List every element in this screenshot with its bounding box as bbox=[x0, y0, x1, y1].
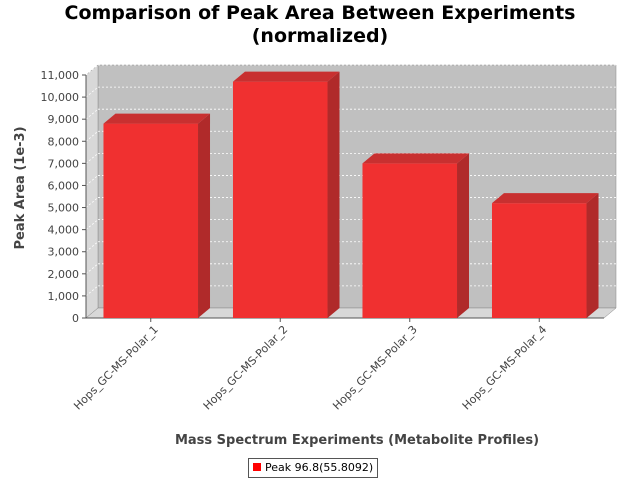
bar-side bbox=[457, 153, 470, 318]
gridline-side bbox=[85, 108, 99, 120]
bar-side bbox=[586, 193, 599, 318]
gridline-side bbox=[85, 86, 99, 98]
bar-top bbox=[103, 113, 211, 124]
y-tick-label: 9,000 bbox=[48, 113, 80, 126]
bar bbox=[362, 153, 470, 318]
bar-top bbox=[491, 193, 599, 204]
y-axis-title: Peak Area (1e-3) bbox=[13, 126, 28, 249]
legend-label: Peak 96.8(55.8092) bbox=[265, 461, 374, 474]
y-tick-label: 3,000 bbox=[48, 246, 80, 259]
y-tick-label: 10,000 bbox=[41, 91, 80, 104]
bar-top bbox=[232, 71, 340, 82]
y-tick-label: 8,000 bbox=[48, 135, 80, 148]
gridline-side bbox=[85, 197, 99, 208]
legend-swatch bbox=[253, 463, 261, 471]
gridline-side bbox=[85, 153, 99, 164]
y-tick-label: 7,000 bbox=[48, 157, 80, 170]
y-tick-label: 4,000 bbox=[48, 224, 80, 237]
x-axis-title: Mass Spectrum Experiments (Metabolite Pr… bbox=[175, 433, 539, 448]
bar-side bbox=[198, 113, 211, 318]
x-tick-label: Hops_GC-MS-Polar_3 bbox=[330, 323, 420, 413]
y-tick-label: 0 bbox=[72, 312, 79, 325]
y-tick-label: 11,000 bbox=[41, 69, 80, 82]
chart-subtitle: (normalized) bbox=[251, 25, 389, 47]
bar-front bbox=[232, 81, 328, 318]
x-tick-label: Hops_GC-MS-Polar_4 bbox=[460, 323, 550, 413]
y-tick-label: 5,000 bbox=[48, 202, 80, 215]
gridline-side bbox=[85, 175, 99, 186]
bar bbox=[103, 113, 211, 318]
gridline-side bbox=[85, 263, 99, 275]
bar bbox=[232, 71, 340, 318]
bar-top bbox=[362, 153, 470, 164]
gridline-side bbox=[85, 130, 99, 142]
gridline-side bbox=[85, 219, 99, 230]
gridline-side bbox=[85, 285, 99, 297]
y-tick-label: 1,000 bbox=[48, 290, 80, 303]
plot-left-wall bbox=[85, 64, 99, 319]
bar-front bbox=[103, 123, 199, 318]
chart-title-block: Comparison of Peak Area Between Experime… bbox=[0, 2, 640, 48]
gridline-side bbox=[85, 64, 99, 76]
bar bbox=[491, 193, 599, 318]
bar-front bbox=[362, 163, 458, 318]
x-tick-label: Hops_GC-MS-Polar_2 bbox=[201, 323, 291, 413]
bar-front bbox=[491, 203, 587, 318]
chart-title: Comparison of Peak Area Between Experime… bbox=[64, 2, 576, 24]
gridline-side bbox=[85, 241, 99, 253]
y-tick-label: 2,000 bbox=[48, 268, 80, 281]
y-tick-label: 6,000 bbox=[48, 179, 80, 192]
bar-side bbox=[327, 71, 340, 318]
legend: Peak 96.8(55.8092) bbox=[248, 458, 379, 478]
x-tick-label: Hops_GC-MS-Polar_1 bbox=[71, 323, 161, 413]
